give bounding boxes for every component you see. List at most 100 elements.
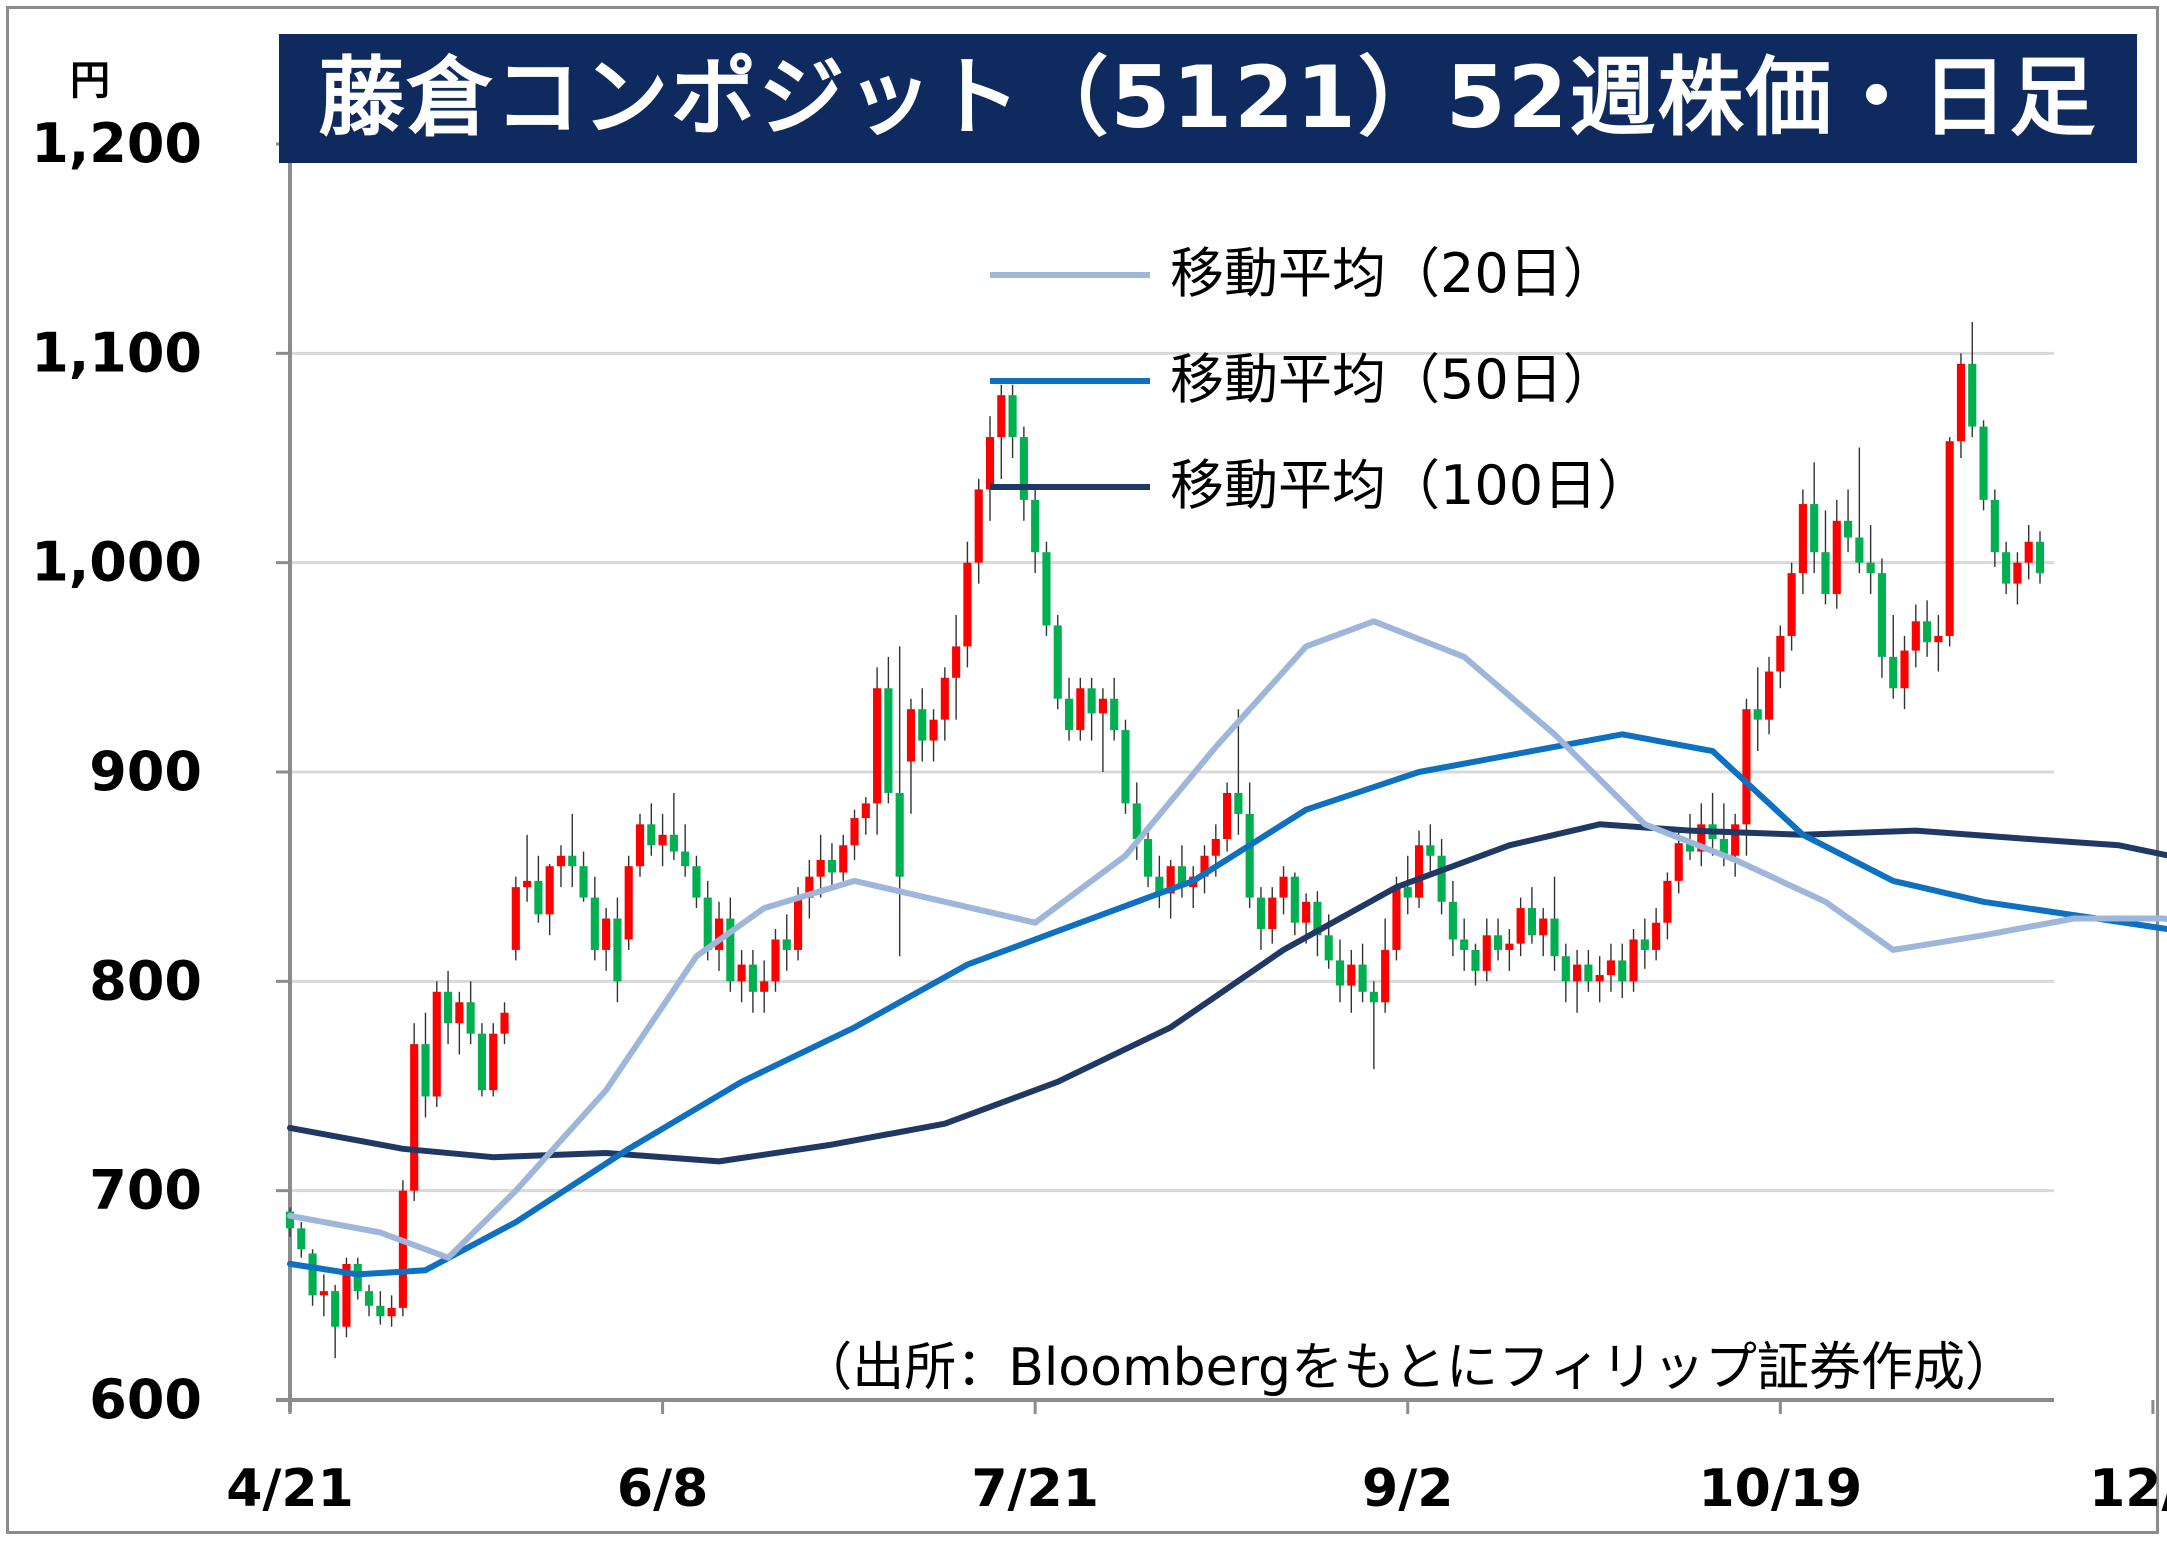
candle — [1640, 918, 1649, 969]
candle — [861, 797, 870, 835]
candle — [1471, 943, 1480, 986]
candle-body-up — [455, 1002, 464, 1024]
legend-swatch-ma100 — [990, 484, 1150, 490]
candle-body-up — [997, 395, 1006, 438]
candle — [545, 864, 554, 936]
candle — [602, 908, 611, 971]
legend-label-ma20: 移動平均（20日） — [1170, 242, 1617, 305]
candle — [635, 813, 645, 877]
candle-body-down — [1968, 363, 1977, 427]
candle — [590, 876, 599, 961]
candle-body-down — [1719, 838, 1728, 856]
candle — [523, 834, 532, 902]
candle — [1956, 353, 1966, 458]
candle — [1618, 943, 1627, 999]
candle-body-up — [1166, 866, 1175, 894]
candle-body-down — [1550, 918, 1559, 957]
candle-body-up — [794, 897, 803, 950]
candle — [1573, 949, 1582, 1013]
candle — [816, 834, 825, 898]
candle — [1087, 677, 1096, 741]
candle — [1979, 420, 1988, 511]
candle — [827, 843, 836, 886]
candle-body-up — [624, 866, 633, 940]
candle-body-down — [1132, 803, 1141, 839]
candle-body-up — [1663, 880, 1672, 923]
candle-body-up — [2013, 562, 2022, 584]
candle — [2002, 541, 2011, 595]
legend-label-ma50: 移動平均（50日） — [1170, 348, 1617, 411]
candle — [455, 991, 464, 1055]
candle-body-down — [1866, 562, 1875, 574]
candle-body-up — [737, 964, 746, 982]
candle-body-down — [1753, 709, 1762, 720]
candle — [613, 897, 622, 1003]
candle — [387, 1295, 396, 1327]
candle — [1697, 803, 1706, 867]
candle-body-down — [748, 964, 757, 992]
candle-body-up — [489, 1033, 498, 1091]
candle — [1392, 876, 1401, 961]
source-note: （出所：Bloombergをもとにフィリップ証券作成） — [800, 1338, 2017, 1398]
candle-body-up — [1606, 960, 1616, 976]
candle — [1076, 677, 1085, 741]
candle-body-up — [1573, 964, 1582, 982]
candle — [1031, 489, 1040, 574]
candle-body-down — [1313, 901, 1322, 936]
candle-body-up — [556, 855, 566, 867]
candle — [319, 1274, 328, 1317]
x-tick-label: 10/19 — [1698, 1459, 1862, 1519]
candle — [1347, 949, 1356, 1013]
candle-body-down — [444, 991, 453, 1024]
y-axis-tick-labels: 600 700 800 900 1,000 1,100 1,200 — [31, 112, 202, 1431]
candle-body-down — [1019, 437, 1028, 500]
chart-frame — [6, 6, 2159, 1534]
candle — [1505, 929, 1514, 971]
candle-body-up — [1268, 897, 1277, 929]
candle — [1189, 866, 1198, 909]
candle — [489, 1023, 498, 1097]
candle-body-up — [1798, 504, 1807, 574]
candle-body-down — [1889, 656, 1898, 689]
candle-body-down — [1821, 552, 1830, 595]
candle — [974, 478, 983, 584]
candle-body-down — [1527, 908, 1536, 936]
candle-body-up — [1652, 922, 1661, 950]
candle-body-up — [1223, 792, 1232, 839]
x-tick-label: 4/21 — [226, 1459, 354, 1519]
candle-body-down — [782, 939, 791, 950]
candle — [297, 1222, 306, 1258]
candle — [1764, 656, 1774, 735]
candle — [929, 709, 938, 762]
candle-body-down — [297, 1228, 306, 1250]
candle — [331, 1284, 340, 1359]
candle-body-down — [1640, 939, 1649, 950]
candle — [353, 1257, 362, 1300]
candle — [1155, 855, 1164, 909]
candle — [681, 824, 690, 877]
candle-body-up — [873, 688, 882, 804]
candle — [1223, 782, 1232, 852]
candle-body-down — [1426, 845, 1435, 856]
candle-body-down — [364, 1291, 374, 1306]
candle-body-down — [703, 897, 712, 950]
candle-body-down — [1855, 537, 1864, 563]
candle-body-up — [1776, 635, 1785, 672]
y-tick-label: 1,100 — [31, 321, 202, 384]
candle — [726, 897, 735, 992]
candle — [1539, 908, 1548, 957]
y-tick-label: 1,000 — [31, 531, 202, 594]
candle-body-down — [1008, 395, 1017, 438]
candle — [714, 901, 724, 971]
candle — [1448, 880, 1457, 957]
candle — [1268, 887, 1277, 944]
candle-body-down — [1844, 520, 1853, 538]
candle — [1832, 499, 1841, 609]
candle-body-down — [918, 709, 927, 741]
candle-body-up — [714, 918, 724, 950]
candle-body-down — [1121, 730, 1130, 804]
candle — [1358, 943, 1367, 1003]
candle — [940, 667, 949, 741]
candle-body-up — [1911, 621, 1920, 651]
candle — [692, 855, 701, 909]
